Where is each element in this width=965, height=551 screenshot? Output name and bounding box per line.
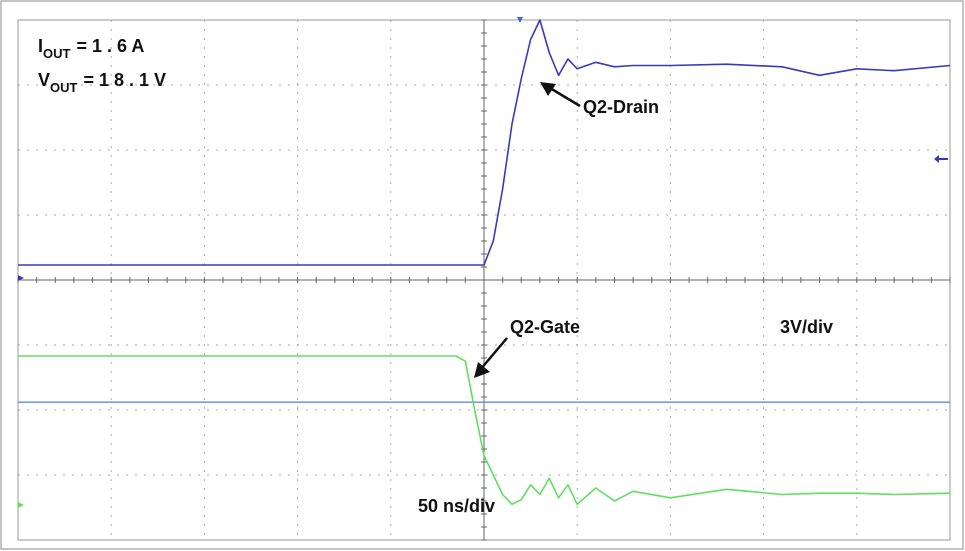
drain-label: Q2-Drain	[583, 97, 659, 117]
vertical-scale: 3V/div	[780, 317, 833, 337]
subscript: OUT	[50, 80, 78, 95]
channel-marker	[18, 502, 24, 508]
trace	[18, 19, 951, 266]
iout-label: IOUT = 1 . 6 A	[38, 36, 144, 61]
channel-marker	[18, 275, 24, 281]
symbol: V	[38, 70, 50, 90]
arrow-head	[474, 362, 490, 378]
grid	[17, 19, 951, 541]
trigger-marker	[517, 17, 523, 23]
gate-label: Q2-Gate	[510, 317, 580, 337]
marks	[18, 19, 951, 506]
annotations: IOUT = 1 . 6 A VOUT = 1 8 . 1 V 3V/div 50 …	[18, 17, 948, 516]
arrow	[479, 337, 508, 371]
subscript: OUT	[43, 46, 71, 61]
trace	[18, 355, 951, 506]
vout-label: VOUT = 1 8 . 1 V	[38, 70, 166, 95]
symbol: I	[38, 36, 43, 56]
time-scale: 50 ns/div	[418, 496, 495, 516]
level-marker	[934, 155, 939, 163]
text: = 1 8 . 1 V	[83, 70, 166, 90]
text: = 1 . 6 A	[76, 36, 144, 56]
arrow-head	[540, 82, 556, 96]
